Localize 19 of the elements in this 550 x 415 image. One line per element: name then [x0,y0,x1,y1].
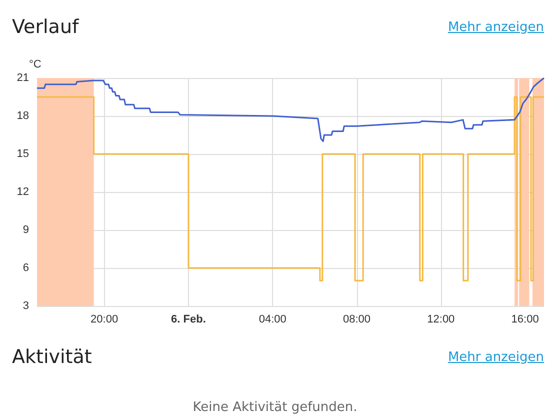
y-axis-title: °C [29,58,42,70]
text: Keine Aktivität gefunden. [192,400,358,415]
y-tick-label: 21 [16,72,29,84]
y-tick-label: 18 [16,110,29,122]
y-tick-label: 9 [22,224,29,236]
text: Mehr anzeigen [448,350,544,365]
text: Mehr anzeigen [448,20,544,35]
chart-title: Verlauf [12,16,79,38]
x-tick-label: 16:00 [511,314,539,326]
y-tick-label: 6 [22,262,29,274]
x-tick-label: 20:00 [90,314,118,326]
x-tick-label: 08:00 [343,314,371,326]
y-tick-label: 12 [16,186,29,198]
x-tick-label: 12:00 [427,314,455,326]
x-tick-label: 6. Feb. [171,314,206,326]
x-tick-label: 04:00 [258,314,286,326]
text: Aktivität [12,346,92,368]
y-tick-label: 15 [16,148,29,160]
y-tick-label: 3 [22,300,29,312]
